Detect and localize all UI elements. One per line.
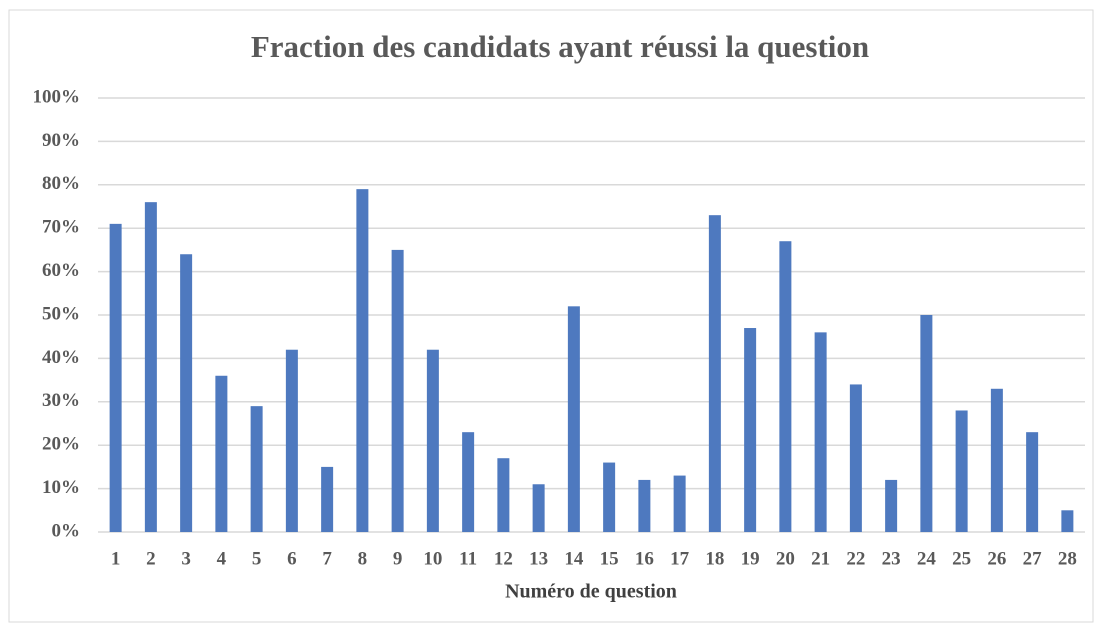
bar: [426, 349, 439, 532]
x-tick-label: 23: [882, 548, 901, 569]
x-tick-label: 28: [1058, 548, 1077, 569]
x-tick-label: 22: [846, 548, 865, 569]
y-tick-label: 10%: [42, 477, 80, 498]
y-tick-label: 20%: [42, 434, 80, 455]
x-tick-label: 27: [1023, 548, 1043, 569]
bar: [708, 215, 721, 532]
x-tick-label: 14: [564, 548, 584, 569]
y-tick-label: 30%: [42, 390, 80, 411]
bar: [356, 189, 369, 532]
bar: [955, 410, 968, 532]
bar: [779, 241, 792, 532]
y-tick-label: 50%: [42, 303, 80, 324]
bar: [1026, 432, 1039, 532]
x-tick-label: 17: [670, 548, 690, 569]
bar: [391, 249, 404, 532]
x-tick-label: 4: [217, 548, 227, 569]
x-tick-label: 5: [252, 548, 262, 569]
x-tick-label: 13: [529, 548, 548, 569]
bar: [1061, 510, 1074, 532]
y-tick-label: 60%: [42, 260, 80, 281]
bar: [109, 223, 122, 533]
x-tick-label: 21: [811, 548, 830, 569]
bar: [567, 306, 580, 532]
x-tick-label: 11: [459, 548, 477, 569]
bar: [180, 254, 193, 533]
x-tick-label: 6: [287, 548, 297, 569]
x-tick-label: 26: [987, 548, 1006, 569]
x-tick-label: 2: [146, 548, 156, 569]
bar: [920, 315, 933, 532]
bar: [638, 479, 651, 532]
bar: [321, 466, 334, 532]
bar: [744, 328, 757, 532]
x-tick-label: 16: [635, 548, 654, 569]
bar: [532, 484, 545, 532]
x-tick-label: 9: [393, 548, 403, 569]
x-tick-label: 15: [600, 548, 619, 569]
x-tick-label: 20: [776, 548, 795, 569]
bar: [497, 458, 510, 532]
x-tick-label: 1: [111, 548, 121, 569]
y-tick-label: 90%: [42, 130, 80, 151]
bar: [990, 388, 1003, 532]
x-tick-label: 12: [494, 548, 513, 569]
y-tick-label: 100%: [33, 86, 81, 107]
bar: [603, 462, 616, 532]
x-tick-label: 25: [952, 548, 971, 569]
bar: [250, 406, 263, 532]
y-tick-label: 70%: [42, 217, 80, 238]
y-tick-label: 80%: [42, 173, 80, 194]
y-tick-label: 0%: [52, 520, 81, 541]
bar: [144, 202, 157, 532]
x-tick-label: 19: [741, 548, 760, 569]
bar: [673, 475, 686, 532]
x-tick-label: 18: [705, 548, 724, 569]
chart-title: Fraction des candidats ayant réussi la q…: [251, 29, 869, 64]
bar: [814, 332, 827, 532]
x-axis-title: Numéro de question: [505, 581, 677, 603]
x-tick-label: 7: [322, 548, 332, 569]
x-tick-label: 10: [423, 548, 442, 569]
bar: [215, 375, 228, 532]
x-tick-label: 3: [181, 548, 191, 569]
y-tick-label: 40%: [42, 347, 80, 368]
x-tick-label: 8: [358, 548, 368, 569]
bar: [285, 349, 298, 532]
bar: [849, 384, 862, 532]
x-tick-label: 24: [917, 548, 937, 569]
bar: [885, 479, 898, 532]
bar: [462, 432, 475, 532]
